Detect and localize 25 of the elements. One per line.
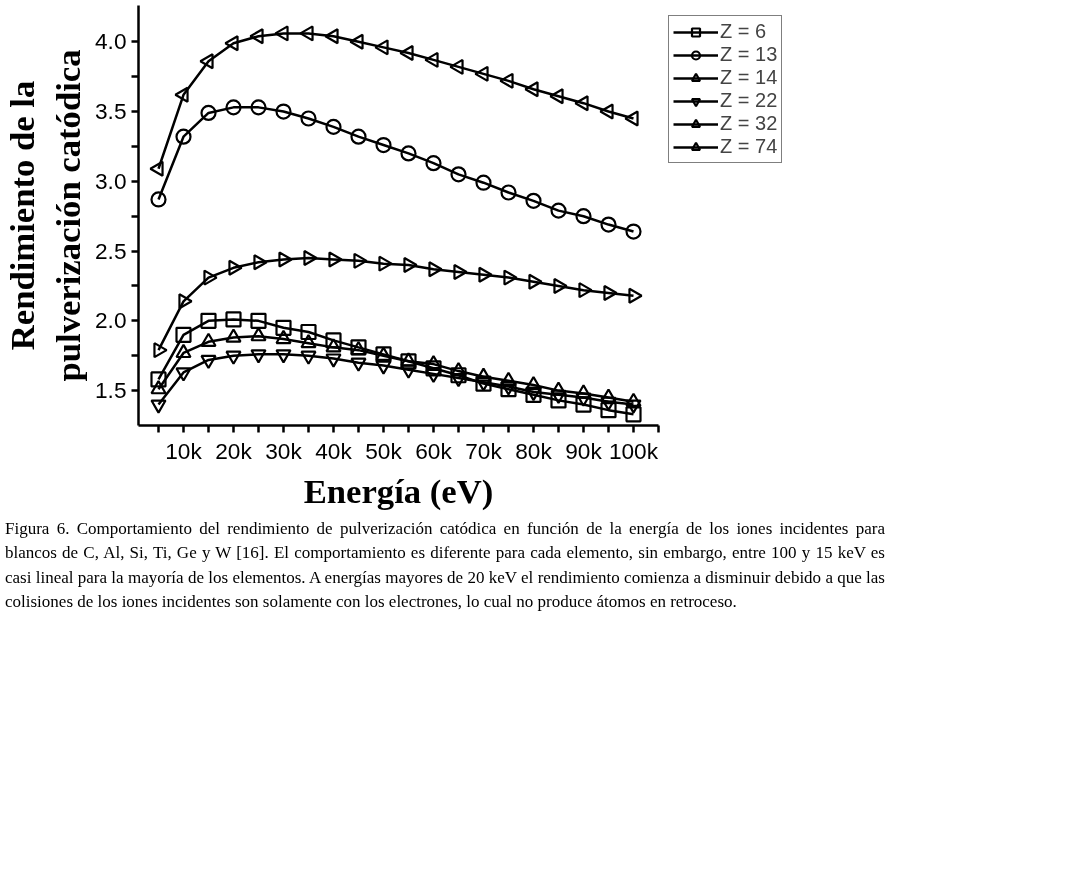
- y-tick-label: 1.5: [95, 377, 127, 404]
- x-tick-label: 60k: [415, 437, 453, 464]
- legend-label: Z = 22: [720, 89, 778, 112]
- y-axis-title: Rendimiento de la pulverización catódica: [3, 49, 87, 382]
- y-tick-label: 2.5: [95, 237, 127, 264]
- x-tick-label: 30k: [265, 437, 303, 464]
- y-tick-label: 3.5: [95, 98, 127, 125]
- x-tick-label: 70k: [465, 437, 503, 464]
- legend-label: Z = 74: [720, 135, 778, 158]
- y-tick-label: 2.0: [95, 307, 127, 334]
- x-axis-title: Energía (eV): [303, 471, 494, 511]
- y-tick-label: 4.0: [95, 28, 127, 55]
- x-tick-label: 80k: [515, 437, 553, 464]
- x-tick-label: 10k: [165, 437, 203, 464]
- legend-label: Z = 14: [720, 66, 778, 89]
- legend-label: Z = 32: [720, 112, 778, 135]
- x-tick-label: 40k: [315, 437, 353, 464]
- y-tick-label: 3.0: [95, 167, 127, 194]
- x-tick-label: 50k: [365, 437, 403, 464]
- text: Figura 6. Comportamiento del rendimiento de pulverización catódica en función de la energía de los iones incidentes para blancos de C, Al, Si, Ti, Ge y W [16]. El comportamiento es diferente para cada elemento, sin embargo, entre 100 y 15 keV es casi lineal para la mayoría de los elementos. A energías mayores de 20 keV el rendimiento comienza a disminuir debido a que las colisiones de los iones incidentes son solamente con los electrones, lo cual no produce átomos en retroceso.: [5, 518, 885, 613]
- x-tick-label: 100k: [608, 437, 659, 464]
- legend-label: Z = 13: [720, 43, 778, 66]
- legend-label: Z = 6: [720, 20, 767, 43]
- x-tick-label: 20k: [215, 437, 253, 464]
- x-tick-label: 90k: [565, 437, 603, 464]
